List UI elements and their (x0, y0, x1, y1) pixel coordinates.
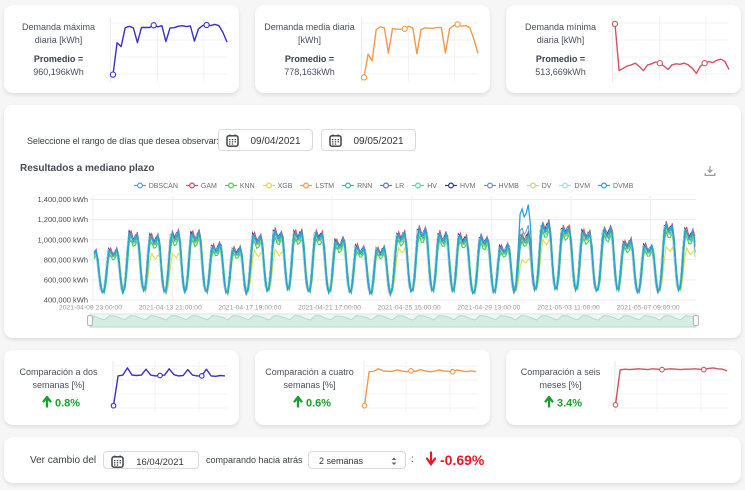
svg-text:2021-05-03 11:00:00: 2021-05-03 11:00:00 (537, 305, 600, 312)
svg-text:1,000,000 kWh: 1,000,000 kWh (38, 235, 88, 244)
svg-text:2021-04-09 23:00:00: 2021-04-09 23:00:00 (59, 305, 122, 312)
svg-text:600,000 kWh: 600,000 kWh (44, 276, 88, 285)
svg-text:2021-04-17 19:00:00: 2021-04-17 19:00:00 (218, 305, 281, 312)
svg-text:800,000 kWh: 800,000 kWh (44, 255, 88, 264)
svg-text:2021-04-13 21:00:00: 2021-04-13 21:00:00 (139, 305, 202, 312)
svg-text:2021-05-07 09:00:00: 2021-05-07 09:00:00 (617, 305, 680, 312)
svg-text:2021-04-29 13:00:00: 2021-04-29 13:00:00 (457, 305, 520, 312)
svg-text:400,000 kWh: 400,000 kWh (44, 296, 88, 305)
svg-text:2021-04-25 15:00:00: 2021-04-25 15:00:00 (378, 305, 441, 312)
svg-text:1,200,000 kWh: 1,200,000 kWh (38, 215, 88, 224)
svg-text:2021-04-21 17:00:00: 2021-04-21 17:00:00 (298, 305, 361, 312)
svg-text:1,400,000 kWh: 1,400,000 kWh (38, 195, 88, 204)
